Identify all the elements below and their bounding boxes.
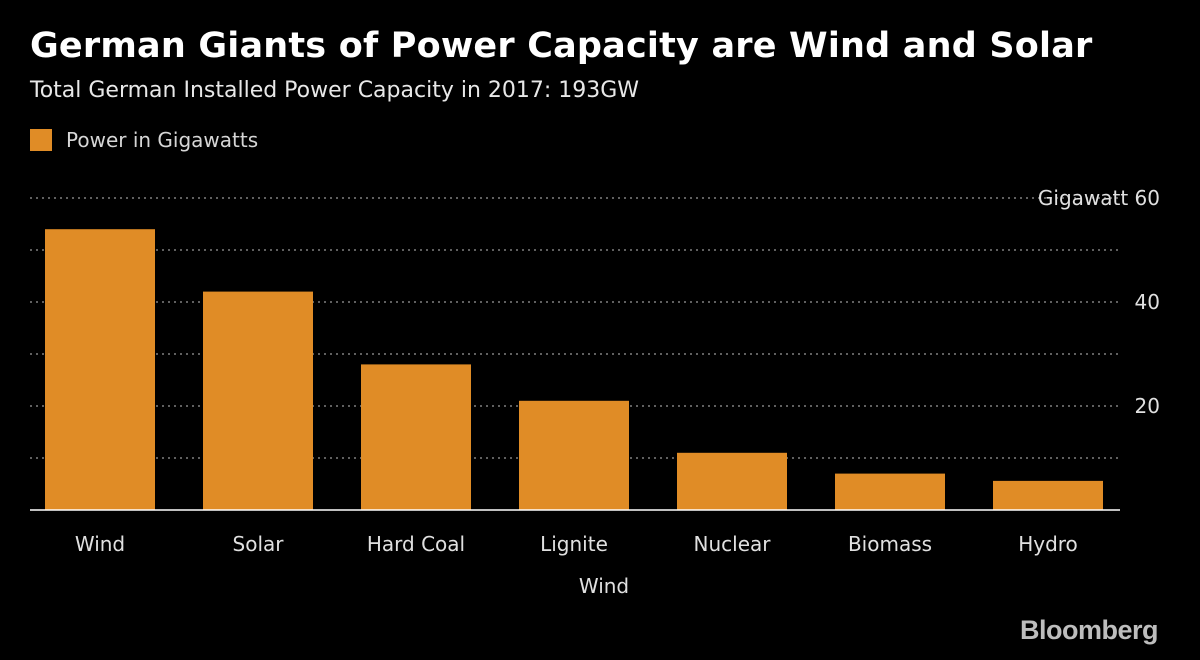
bar [835,473,945,510]
legend: Power in Gigawatts [30,128,258,152]
bar [361,364,471,510]
bar [45,229,155,510]
bar [519,400,629,510]
chart-title: German Giants of Power Capacity are Wind… [30,26,1093,66]
bloomberg-logo: Bloomberg [1019,615,1159,645]
y-tick-label: 40 [1135,290,1160,314]
category-label: Wind [75,532,125,556]
category-label: Solar [233,532,285,556]
category-label: Hard Coal [367,532,465,556]
category-label: Hydro [1018,532,1078,556]
category-label: Nuclear [694,532,772,556]
x-axis-label: Wind [579,574,629,598]
y-tick-label: Gigawatt 60 [1038,186,1160,210]
legend-label: Power in Gigawatts [66,128,259,152]
chart-subtitle: Total German Installed Power Capacity in… [30,78,640,103]
legend-swatch [30,129,52,151]
category-label: Lignite [540,532,608,556]
bar [993,480,1103,510]
bar [203,291,313,510]
y-tick-label: 20 [1135,394,1160,418]
bar [677,452,787,510]
category-label: Biomass [848,532,932,556]
